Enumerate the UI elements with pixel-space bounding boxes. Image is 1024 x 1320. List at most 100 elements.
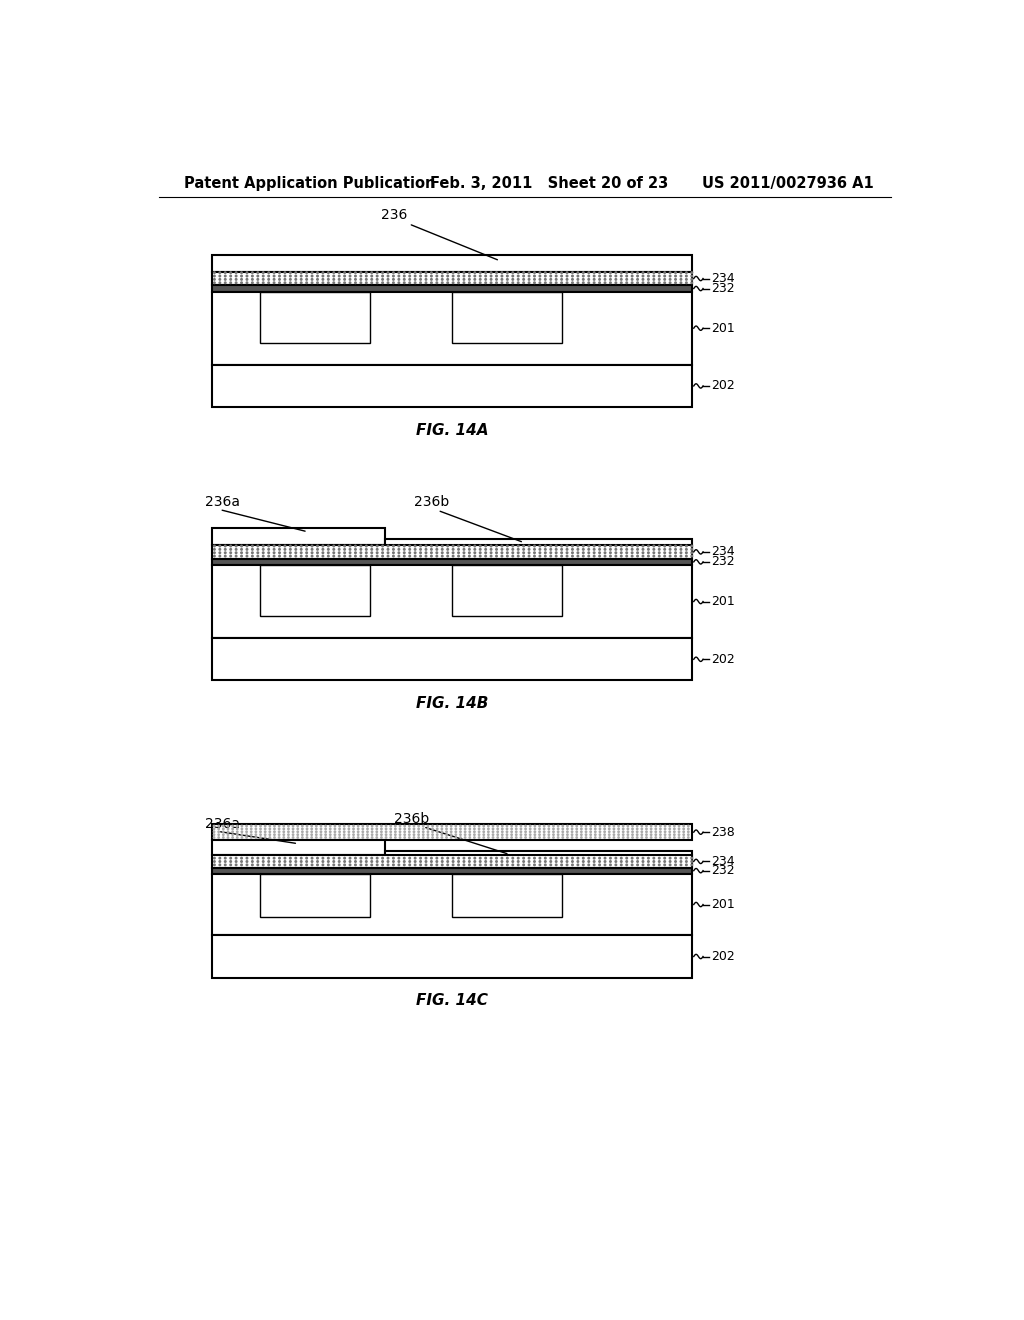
Circle shape (469, 828, 470, 829)
Circle shape (623, 837, 624, 838)
Circle shape (511, 837, 512, 838)
Circle shape (658, 858, 660, 859)
Circle shape (460, 837, 461, 838)
Circle shape (497, 832, 499, 833)
Circle shape (279, 832, 280, 833)
Circle shape (349, 272, 351, 273)
Circle shape (414, 825, 415, 826)
Circle shape (460, 825, 461, 826)
Circle shape (653, 858, 654, 859)
Circle shape (604, 834, 605, 836)
Circle shape (230, 861, 231, 862)
Circle shape (458, 552, 460, 553)
Circle shape (637, 549, 638, 550)
Circle shape (680, 282, 682, 284)
Circle shape (675, 276, 676, 277)
Circle shape (392, 279, 394, 280)
Circle shape (306, 832, 308, 833)
Circle shape (608, 834, 610, 836)
Circle shape (557, 825, 559, 826)
Circle shape (252, 861, 253, 862)
Circle shape (377, 282, 378, 284)
Circle shape (455, 828, 457, 829)
Circle shape (306, 272, 307, 273)
Circle shape (490, 556, 492, 557)
Circle shape (586, 832, 587, 833)
Circle shape (279, 861, 281, 862)
Circle shape (268, 865, 269, 866)
Circle shape (627, 828, 629, 829)
Circle shape (688, 825, 689, 826)
Circle shape (626, 279, 628, 280)
Circle shape (478, 832, 480, 833)
Circle shape (290, 858, 291, 859)
Circle shape (523, 858, 524, 859)
Circle shape (367, 825, 369, 826)
Circle shape (458, 276, 460, 277)
Circle shape (496, 272, 498, 273)
Circle shape (664, 282, 666, 284)
Circle shape (219, 279, 220, 280)
Circle shape (344, 861, 345, 862)
Circle shape (230, 545, 231, 546)
Circle shape (608, 837, 610, 838)
Circle shape (590, 832, 592, 833)
Circle shape (493, 828, 494, 829)
Circle shape (621, 272, 622, 273)
Circle shape (311, 832, 312, 833)
Circle shape (540, 556, 541, 557)
Circle shape (446, 552, 449, 553)
Circle shape (647, 549, 649, 550)
Circle shape (285, 861, 286, 862)
Circle shape (517, 858, 519, 859)
Text: 236a: 236a (206, 495, 241, 508)
Circle shape (474, 865, 475, 866)
Circle shape (241, 545, 243, 546)
Circle shape (669, 832, 671, 833)
Circle shape (604, 861, 606, 862)
Circle shape (490, 865, 492, 866)
Circle shape (222, 825, 224, 826)
Circle shape (517, 545, 519, 546)
Bar (212, 528, 385, 545)
Circle shape (517, 552, 519, 553)
Circle shape (599, 282, 600, 284)
Circle shape (465, 832, 466, 833)
Circle shape (512, 545, 514, 546)
Text: 201: 201 (711, 898, 734, 911)
Circle shape (507, 556, 508, 557)
Circle shape (593, 858, 595, 859)
Circle shape (214, 861, 215, 862)
Circle shape (252, 858, 253, 859)
Circle shape (273, 545, 274, 546)
Circle shape (571, 549, 573, 550)
Circle shape (566, 272, 568, 273)
Bar (212, 558, 692, 565)
Circle shape (496, 545, 498, 546)
Circle shape (224, 272, 226, 273)
Circle shape (517, 279, 519, 280)
Circle shape (578, 865, 579, 866)
Circle shape (599, 865, 600, 866)
Circle shape (367, 837, 369, 838)
Circle shape (528, 282, 529, 284)
Circle shape (678, 825, 680, 826)
Circle shape (540, 861, 541, 862)
Circle shape (283, 825, 285, 826)
Circle shape (550, 282, 552, 284)
Circle shape (436, 556, 437, 557)
Circle shape (496, 552, 498, 553)
Circle shape (273, 858, 274, 859)
Circle shape (297, 834, 298, 836)
Circle shape (316, 276, 318, 277)
Circle shape (483, 832, 484, 833)
Circle shape (555, 549, 557, 550)
Circle shape (425, 861, 427, 862)
Circle shape (593, 865, 595, 866)
Circle shape (608, 825, 610, 826)
Circle shape (578, 556, 579, 557)
Circle shape (255, 828, 257, 829)
Circle shape (385, 828, 387, 829)
Circle shape (465, 837, 466, 838)
Circle shape (525, 832, 526, 833)
